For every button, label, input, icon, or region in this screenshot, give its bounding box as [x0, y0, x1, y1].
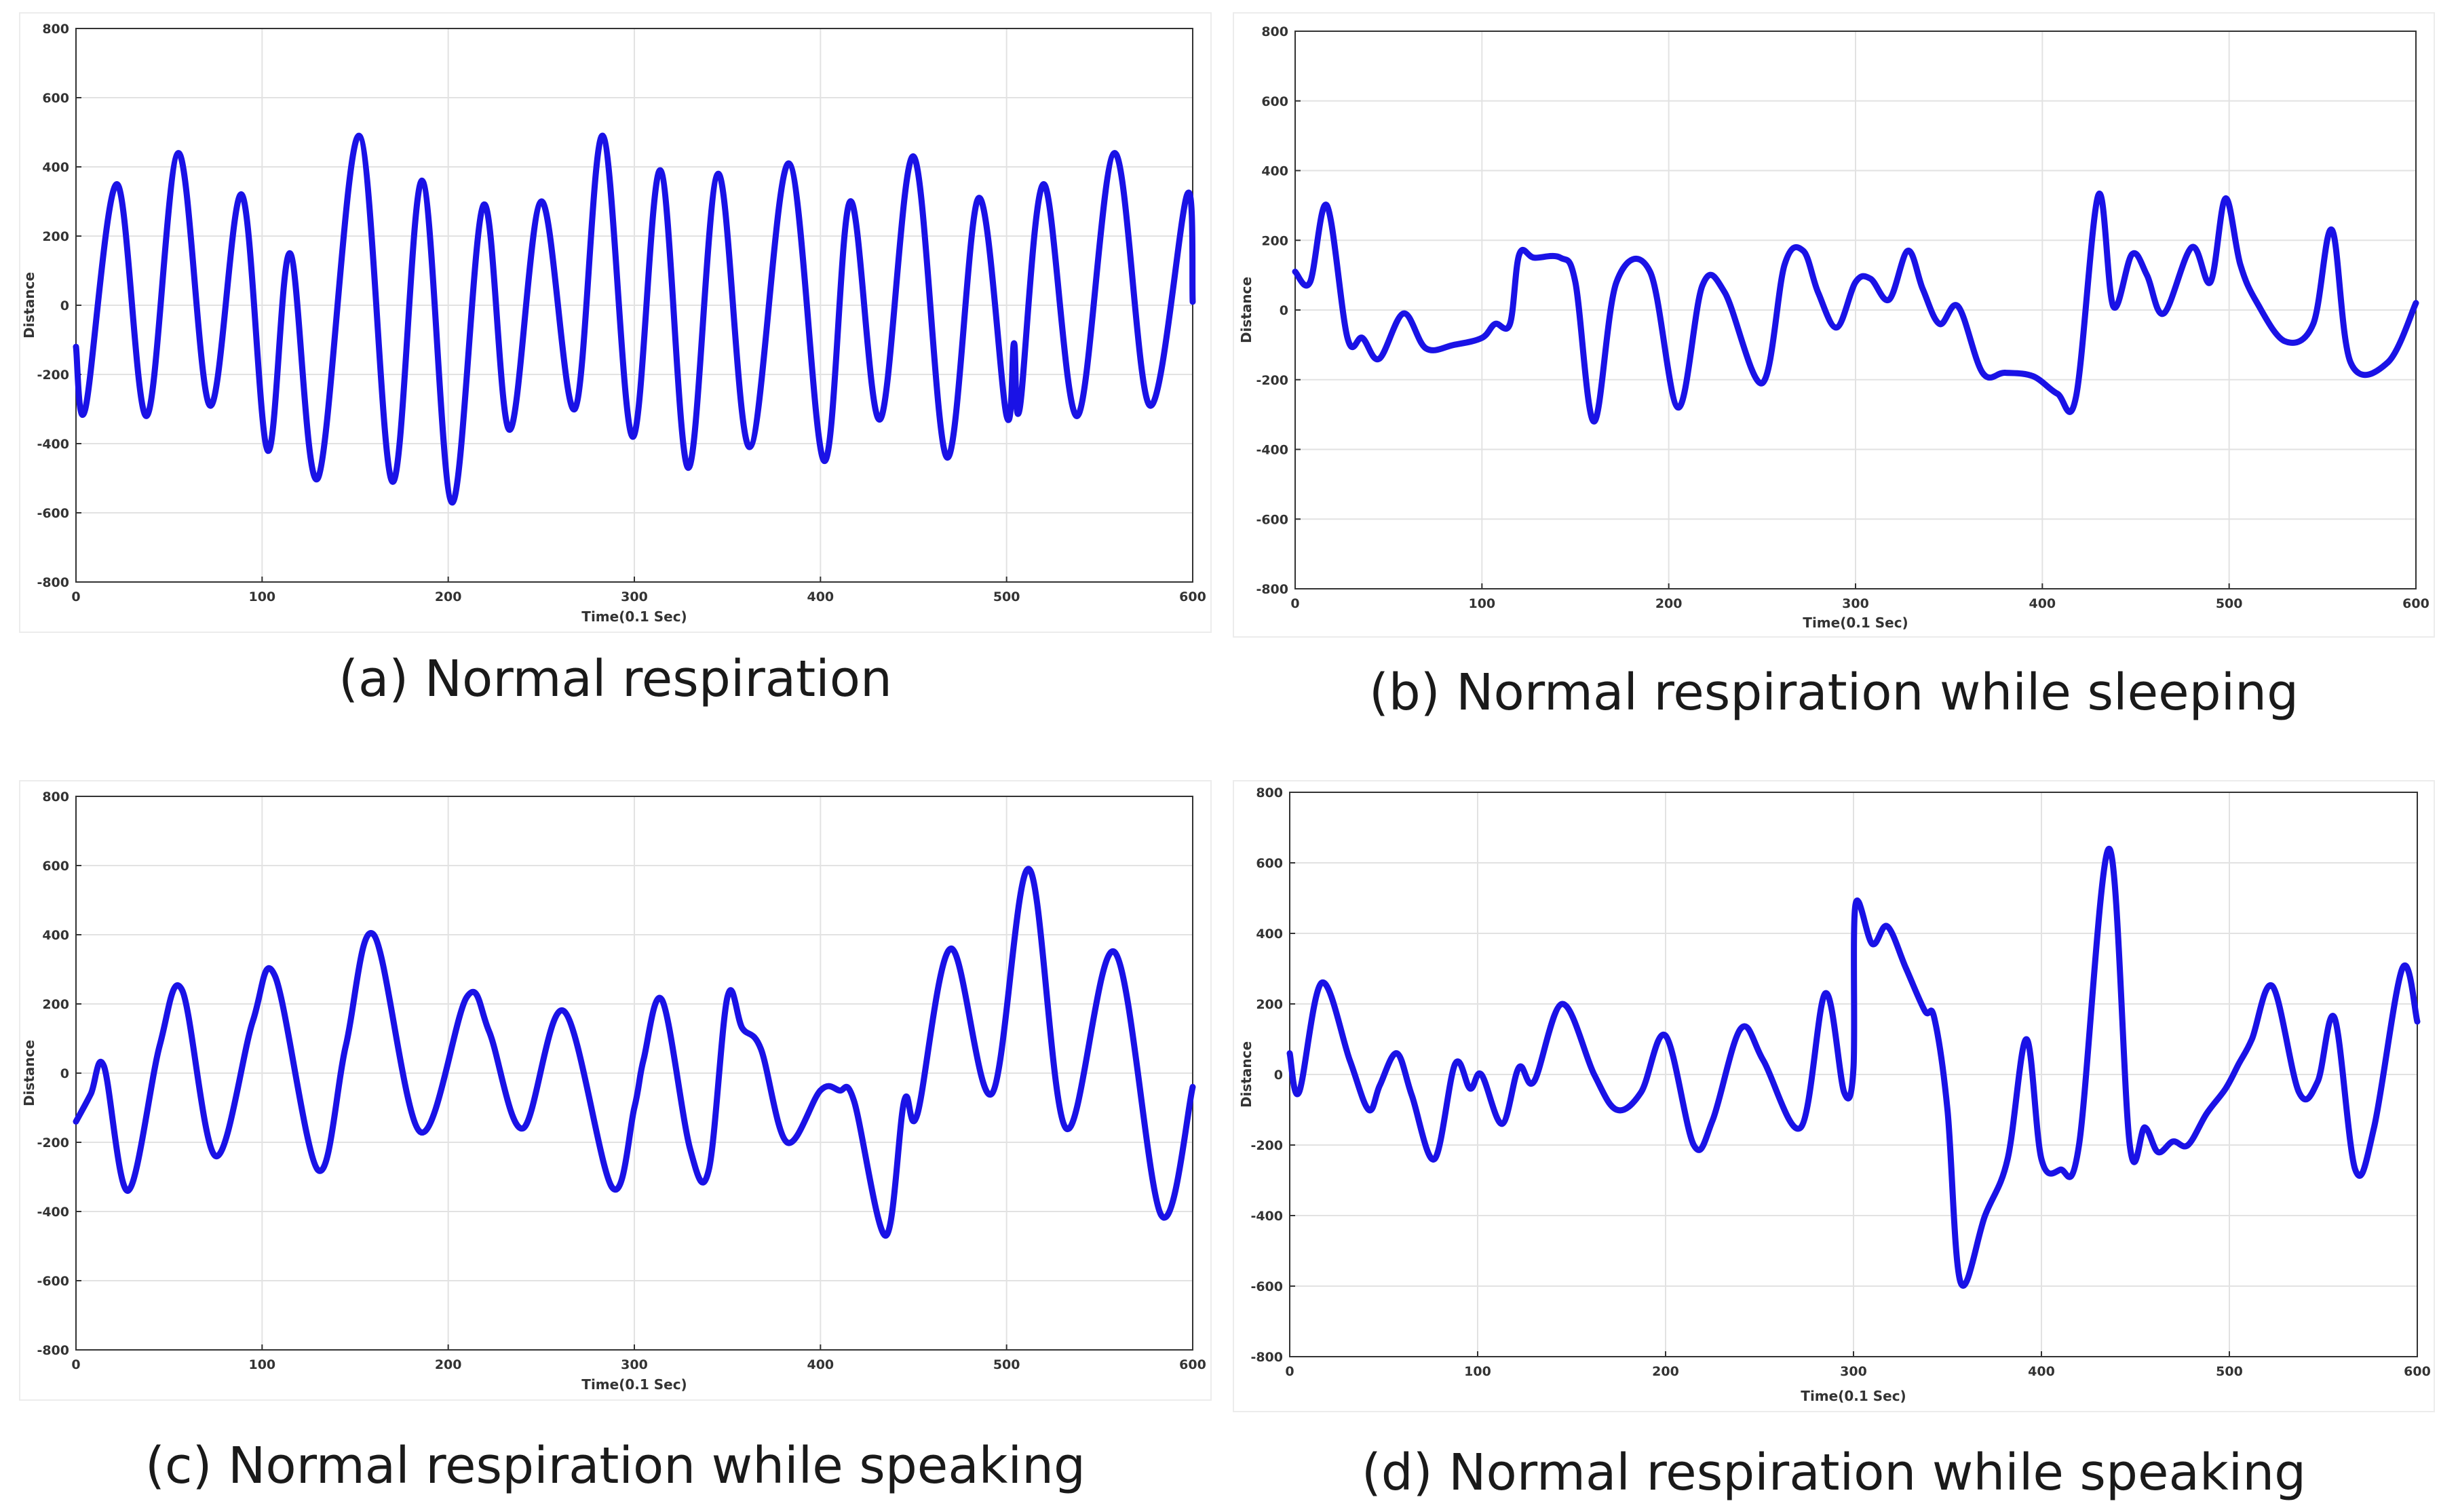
- caption-d: (d) Normal respiration while speaking: [1361, 1443, 2307, 1502]
- y-tick-label: -800: [37, 1343, 69, 1358]
- x-tick-label: 600: [1179, 589, 1206, 604]
- x-tick-label: 500: [2216, 1364, 2243, 1379]
- chart-panel-c: 0 100 200 300 400 500 600 -800 -600 -400 -200 0 200 4…: [19, 780, 1212, 1401]
- y-tick-label: 200: [42, 997, 69, 1012]
- chart-panel-d: 0 100 200 300 400 500 600 -800 -600 -400 -200 0 200 4…: [1233, 780, 2435, 1412]
- y-tick-label: 0: [60, 298, 69, 313]
- y-tick-label: 600: [42, 859, 69, 874]
- x-tick-label: 600: [2402, 596, 2430, 611]
- y-tick-label: -600: [1250, 1279, 1283, 1294]
- x-axis-label: Time(0.1 Sec): [581, 1376, 687, 1393]
- x-tick-label: 600: [2404, 1364, 2431, 1379]
- x-tick-label: 200: [435, 589, 462, 604]
- x-tick-label: 300: [621, 1357, 648, 1372]
- x-tick-label: 400: [807, 589, 834, 604]
- x-tick-label: 0: [1290, 596, 1299, 611]
- y-tick-label: 200: [42, 229, 69, 244]
- caption-a: (a) Normal respiration: [339, 650, 892, 708]
- y-tick-label: 800: [42, 22, 69, 37]
- series-line-d: [1286, 845, 2421, 1289]
- x-tick-label: 100: [248, 589, 275, 604]
- y-tick-label: 200: [1261, 233, 1288, 248]
- x-tick-label: 0: [71, 589, 80, 604]
- x-tick-label: 300: [621, 589, 648, 604]
- y-tick-label: 400: [42, 928, 69, 943]
- x-axis-label: Time(0.1 Sec): [1801, 1388, 1906, 1404]
- x-tick-label: 100: [1464, 1364, 1491, 1379]
- series-line-c: [73, 866, 1196, 1239]
- x-tick-label: 200: [1655, 596, 1683, 611]
- caption-b: (b) Normal respiration while sleeping: [1368, 663, 2299, 722]
- y-tick-label: 600: [42, 91, 69, 106]
- y-tick-label: 600: [1256, 856, 1283, 871]
- x-tick-label: 300: [1840, 1364, 1867, 1379]
- y-tick-label: -400: [1256, 443, 1288, 458]
- line-chart-c: 0 100 200 300 400 500 600 -800 -600 -400 -200 0 200 4…: [21, 790, 1206, 1393]
- line-chart-b: 0 100 200 300 400 500 600 -800 -600 -400 -200 0 200 4…: [1238, 24, 2430, 631]
- line-chart-a: 0 100 200 300 400 500 600 -800 -600 -400 -200 0 200 4…: [21, 22, 1206, 625]
- y-tick-label: 200: [1256, 997, 1283, 1012]
- y-axis-label: Distance: [1238, 1041, 1254, 1108]
- y-tick-label: 0: [1274, 1068, 1283, 1083]
- y-tick-label: -800: [1256, 582, 1288, 597]
- x-tick-label: 100: [1468, 596, 1495, 611]
- y-tick-label: -400: [1250, 1209, 1283, 1224]
- y-tick-label: -200: [37, 1136, 69, 1150]
- x-tick-label: 500: [993, 589, 1020, 604]
- x-axis-label: Time(0.1 Sec): [1803, 615, 1908, 631]
- y-axis-label: Distance: [21, 272, 37, 338]
- x-tick-label: 400: [2029, 596, 2056, 611]
- y-tick-label: 400: [1261, 164, 1288, 179]
- y-tick-label: 400: [1256, 927, 1283, 942]
- y-tick-label: 800: [42, 790, 69, 805]
- y-tick-label: -600: [37, 506, 69, 521]
- x-tick-label: 100: [248, 1357, 275, 1372]
- y-tick-label: -600: [1256, 512, 1288, 527]
- x-tick-label: 0: [1285, 1364, 1294, 1379]
- y-tick-label: -800: [1250, 1350, 1283, 1365]
- x-tick-label: 600: [1179, 1357, 1206, 1372]
- y-tick-label: 0: [1280, 303, 1288, 318]
- y-tick-label: -800: [37, 575, 69, 590]
- y-tick-label: 400: [42, 160, 69, 175]
- y-tick-label: -200: [37, 368, 69, 383]
- y-tick-label: 800: [1256, 786, 1283, 800]
- y-tick-label: 800: [1261, 24, 1288, 39]
- y-axis-label: Distance: [21, 1040, 37, 1106]
- y-tick-label: -400: [37, 1205, 69, 1220]
- x-tick-label: 300: [1842, 596, 1869, 611]
- series-line-a: [73, 132, 1196, 506]
- y-tick-label: -600: [37, 1274, 69, 1289]
- caption-c: (c) Normal respiration while speaking: [145, 1437, 1086, 1495]
- x-tick-label: 200: [435, 1357, 462, 1372]
- x-tick-label: 500: [993, 1357, 1020, 1372]
- x-tick-label: 200: [1652, 1364, 1679, 1379]
- chart-panel-a: 0 100 200 300 400 500 600 -800 -600 -400 -200 0 200 4…: [19, 12, 1212, 633]
- y-tick-label: -200: [1250, 1138, 1283, 1153]
- x-tick-label: 0: [71, 1357, 80, 1372]
- chart-panel-b: 0 100 200 300 400 500 600 -800 -600 -400 -200 0 200 4…: [1233, 12, 2435, 638]
- y-tick-label: -200: [1256, 373, 1288, 388]
- y-tick-label: 0: [60, 1066, 69, 1081]
- series-line-b: [1292, 190, 2419, 425]
- x-tick-label: 500: [2216, 596, 2243, 611]
- x-tick-label: 400: [807, 1357, 834, 1372]
- y-tick-label: 600: [1261, 94, 1288, 109]
- line-chart-d: 0 100 200 300 400 500 600 -800 -600 -400 -200 0 200 4…: [1238, 786, 2431, 1404]
- y-tick-label: -400: [37, 437, 69, 452]
- x-tick-label: 400: [2028, 1364, 2055, 1379]
- y-axis-label: Distance: [1238, 277, 1254, 343]
- x-axis-label: Time(0.1 Sec): [581, 608, 687, 625]
